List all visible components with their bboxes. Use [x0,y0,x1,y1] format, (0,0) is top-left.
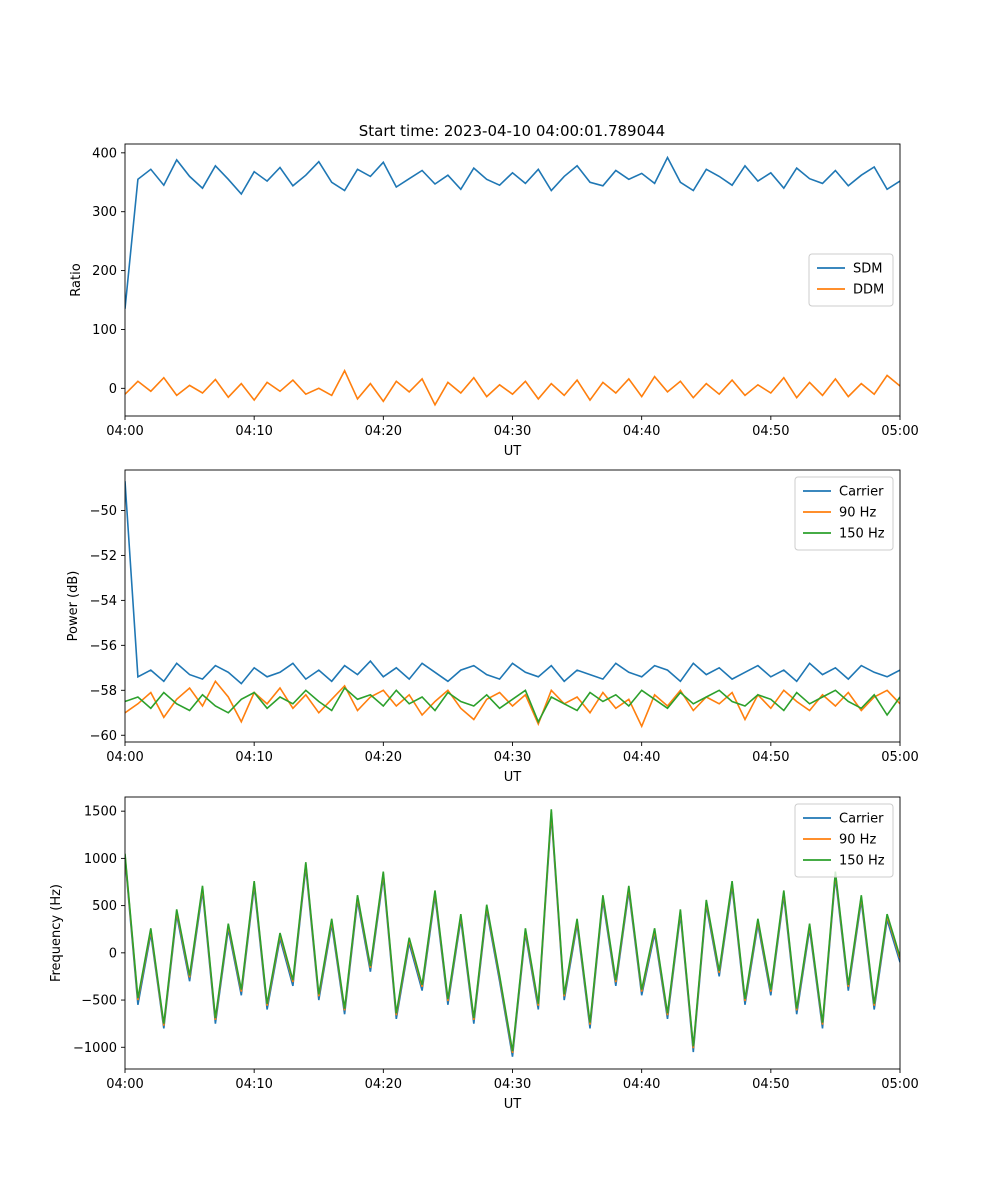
x-tick-label: 04:50 [752,424,789,439]
y-tick-label: 200 [92,264,117,279]
legend-label: Carrier [839,485,884,500]
x-tick-label: 04:10 [235,424,272,439]
x-tick-label: 04:30 [494,750,531,765]
frequency-panel: 04:00 04:10 04:20 04:30 04:40 04:50 05:00 −1000… [49,796,919,1112]
legend-label: 90 Hz [839,506,876,521]
power-panel: 04:00 04:10 04:20 04:30 04:40 04:50 05:00 −60 −5… [66,469,919,785]
x-tick-label: 04:20 [365,750,402,765]
x-tick-label: 04:50 [752,750,789,765]
x-tick-label: 04:10 [235,750,272,765]
ratio-panel: 04:00 04:10 04:20 04:30 04:40 04:50 05:00 0 100 2… [69,143,919,459]
x-tick-label: 04:30 [494,1077,531,1092]
y-axis-label: Ratio [69,263,84,296]
x-tick-label: 04:30 [494,424,531,439]
legend-label: DDM [853,283,884,298]
series-line-150-hz [125,686,900,724]
series-lines [125,155,900,407]
x-tick-label: 04:00 [106,424,143,439]
x-tick-label: 04:40 [623,750,660,765]
legend-label: 150 Hz [839,527,885,542]
legend-label: Carrier [839,812,884,827]
y-tick-label: −56 [90,639,117,654]
y-tick-label: −1000 [73,1041,117,1056]
y-tick-label: 300 [92,205,117,220]
y-tick-label: −52 [90,549,117,564]
x-tick-label: 04:10 [235,1077,272,1092]
y-tick-label: −50 [90,504,117,519]
series-line-ddm [125,368,900,407]
series-lines [125,809,900,1057]
legend: Carrier 90 Hz 150 Hz [794,803,894,878]
y-tick-label: 0 [109,946,117,961]
x-axis-label: UT [504,444,522,459]
legend: SDM DDM [808,253,894,307]
legend-box [794,476,894,551]
y-tick-label: 400 [92,146,117,161]
y-tick-label: −60 [90,729,117,744]
legend: Carrier 90 Hz 150 Hz [794,476,894,551]
x-tick-label: 04:40 [623,424,660,439]
legend-box [808,253,894,307]
x-tick-label: 04:00 [106,750,143,765]
x-axis-label: UT [504,770,522,785]
y-axis-label: Frequency (Hz) [49,884,64,982]
y-tick-label: 0 [109,382,117,397]
x-tick-label: 04:40 [623,1077,660,1092]
x-tick-label: 04:20 [365,1077,402,1092]
x-tick-label: 05:00 [881,750,918,765]
legend-label: 90 Hz [839,833,876,848]
x-tick-label: 04:50 [752,1077,789,1092]
x-tick-label: 04:20 [365,424,402,439]
y-tick-label: −500 [81,994,117,1009]
x-tick-label: 05:00 [881,1077,918,1092]
y-tick-label: 1500 [84,805,117,820]
legend-box [794,803,894,878]
legend-label: SDM [853,262,882,277]
x-tick-label: 05:00 [881,424,918,439]
y-tick-label: −54 [90,594,117,609]
y-tick-label: −58 [90,684,117,699]
series-line-150-hz [125,809,900,1052]
y-tick-label: 1000 [84,852,117,867]
series-line-sdm [125,155,900,309]
x-tick-label: 04:00 [106,1077,143,1092]
series-line-carrier [125,481,900,685]
x-axis-label: UT [504,1097,522,1112]
series-lines [125,481,900,729]
y-tick-label: 500 [92,899,117,914]
figure-title: Start time: 2023-04-10 04:00:01.789044 [359,122,665,140]
y-tick-label: 100 [92,323,117,338]
y-axis-label: Power (dB) [66,571,81,642]
legend-label: 150 Hz [839,854,885,869]
